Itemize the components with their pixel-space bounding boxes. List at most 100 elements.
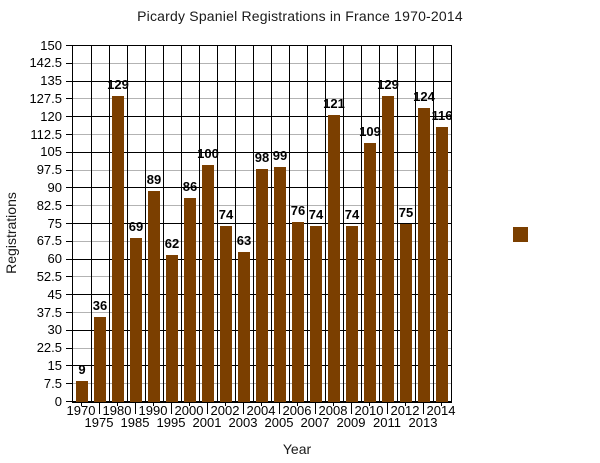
v-gridline <box>144 46 146 402</box>
v-gridline <box>216 46 218 402</box>
y-axis-tick-label: 120 <box>40 108 62 124</box>
y-axis-tick-label: 37.5 <box>36 304 62 320</box>
x-axis-tick-label: 2002 <box>210 403 240 418</box>
bar <box>274 167 286 402</box>
x-axis-tick <box>153 402 154 406</box>
bar <box>130 238 142 402</box>
bar-value-label: 129 <box>107 76 129 92</box>
bar <box>292 221 304 402</box>
bar <box>400 224 412 402</box>
legend-swatch <box>513 227 528 242</box>
v-gridline <box>378 46 380 402</box>
y-axis-tick-label: 142.5 <box>29 55 62 71</box>
x-axis-tick <box>261 402 262 406</box>
bar-value-label: 74 <box>344 207 360 223</box>
y-axis-tick <box>66 151 72 153</box>
bar <box>94 316 106 402</box>
v-gridline <box>180 46 182 402</box>
y-axis-tick-label: 60 <box>47 251 62 267</box>
bar <box>310 226 322 402</box>
x-axis-tick <box>99 402 100 414</box>
y-axis-tick <box>66 223 72 224</box>
bar <box>238 252 250 402</box>
y-axis-tick-label: 7.5 <box>43 375 62 391</box>
bar <box>202 164 214 402</box>
y-axis-tick <box>66 45 72 46</box>
x-axis-tick <box>171 402 172 414</box>
y-axis-tick <box>66 258 72 260</box>
v-gridline <box>360 46 362 402</box>
x-axis-tick-label: 2000 <box>174 403 204 418</box>
bar <box>76 380 88 402</box>
x-axis-tick-label: 2011 <box>373 415 401 430</box>
x-axis-tick-label: 2010 <box>354 403 384 418</box>
bar-value-label: 99 <box>272 148 288 164</box>
bar-value-label: 124 <box>413 88 435 104</box>
x-axis-tick-label: 2007 <box>300 415 330 430</box>
x-axis-tick-label: 1980 <box>102 403 132 418</box>
x-axis-tick <box>405 402 406 406</box>
y-axis-tick-label: 15 <box>47 357 62 373</box>
x-axis-tick-label: 2003 <box>228 415 258 430</box>
plot-area: 9 36 129 69 89 62 86 100 74 63 98 99 76 74 121 74 109 129… <box>72 45 452 403</box>
x-axis-tick <box>315 402 316 414</box>
v-gridline <box>306 46 308 402</box>
x-axis-tick-label: 1995 <box>156 415 186 430</box>
y-axis-tick <box>66 169 72 171</box>
bar <box>364 143 376 402</box>
y-axis-tick-label: 127.5 <box>29 90 62 106</box>
bar-value-label: 76 <box>290 202 306 218</box>
x-axis-tick-label: 1970 <box>66 403 96 418</box>
y-axis-tick-label: 45 <box>47 286 62 302</box>
y-axis-tick <box>66 294 72 296</box>
x-axis-tick <box>207 402 208 414</box>
y-axis-tick <box>66 98 72 100</box>
bar-value-label: 98 <box>254 150 270 166</box>
x-axis-tick <box>81 402 82 406</box>
h-gridline-major <box>73 151 451 153</box>
x-axis-tick-label: 1985 <box>120 415 150 430</box>
y-axis-tick <box>66 401 72 402</box>
y-axis-tick <box>66 80 72 82</box>
bar-value-label: 86 <box>182 178 198 194</box>
bar <box>346 226 358 402</box>
bar-value-label: 9 <box>78 361 86 377</box>
bar-value-label: 74 <box>218 207 234 223</box>
x-axis-tick <box>135 402 136 414</box>
y-axis-tick <box>66 116 72 118</box>
bar-value-label: 74 <box>308 207 324 223</box>
v-gridline <box>270 46 272 402</box>
bar <box>184 197 196 402</box>
y-axis-tick-label: 75 <box>47 215 62 231</box>
y-axis-tick-label: 150 <box>40 37 62 53</box>
h-gridline-major <box>73 116 451 118</box>
v-gridline <box>126 46 128 402</box>
x-axis-tick <box>441 402 442 406</box>
v-gridline <box>162 46 164 402</box>
y-axis-tick <box>66 62 72 64</box>
y-axis-tick-label: 97.5 <box>36 162 62 178</box>
x-axis-tick <box>423 402 424 414</box>
v-gridline <box>198 46 200 402</box>
h-gridline-minor <box>73 134 451 135</box>
v-gridline <box>396 46 398 402</box>
v-gridline <box>414 46 416 402</box>
y-axis-tick-label: 67.5 <box>36 233 62 249</box>
bar-value-label: 63 <box>236 233 252 249</box>
x-axis-tick-label: 2006 <box>282 403 312 418</box>
chart-title: Picardy Spaniel Registrations in France … <box>137 8 463 24</box>
y-axis-tick-label: 135 <box>40 73 62 89</box>
x-axis-tick-label: 2001 <box>192 415 222 430</box>
x-axis-tick <box>369 402 370 406</box>
x-axis-tick <box>351 402 352 414</box>
y-axis-tick <box>66 240 72 242</box>
y-axis-tick <box>66 205 72 207</box>
bar-value-label: 75 <box>398 205 414 220</box>
y-axis-tick <box>66 134 72 135</box>
y-axis-tick <box>66 276 72 278</box>
y-axis-tick <box>66 187 72 189</box>
x-axis-tick <box>189 402 190 406</box>
h-gridline-major <box>73 45 451 46</box>
bar <box>148 190 160 402</box>
